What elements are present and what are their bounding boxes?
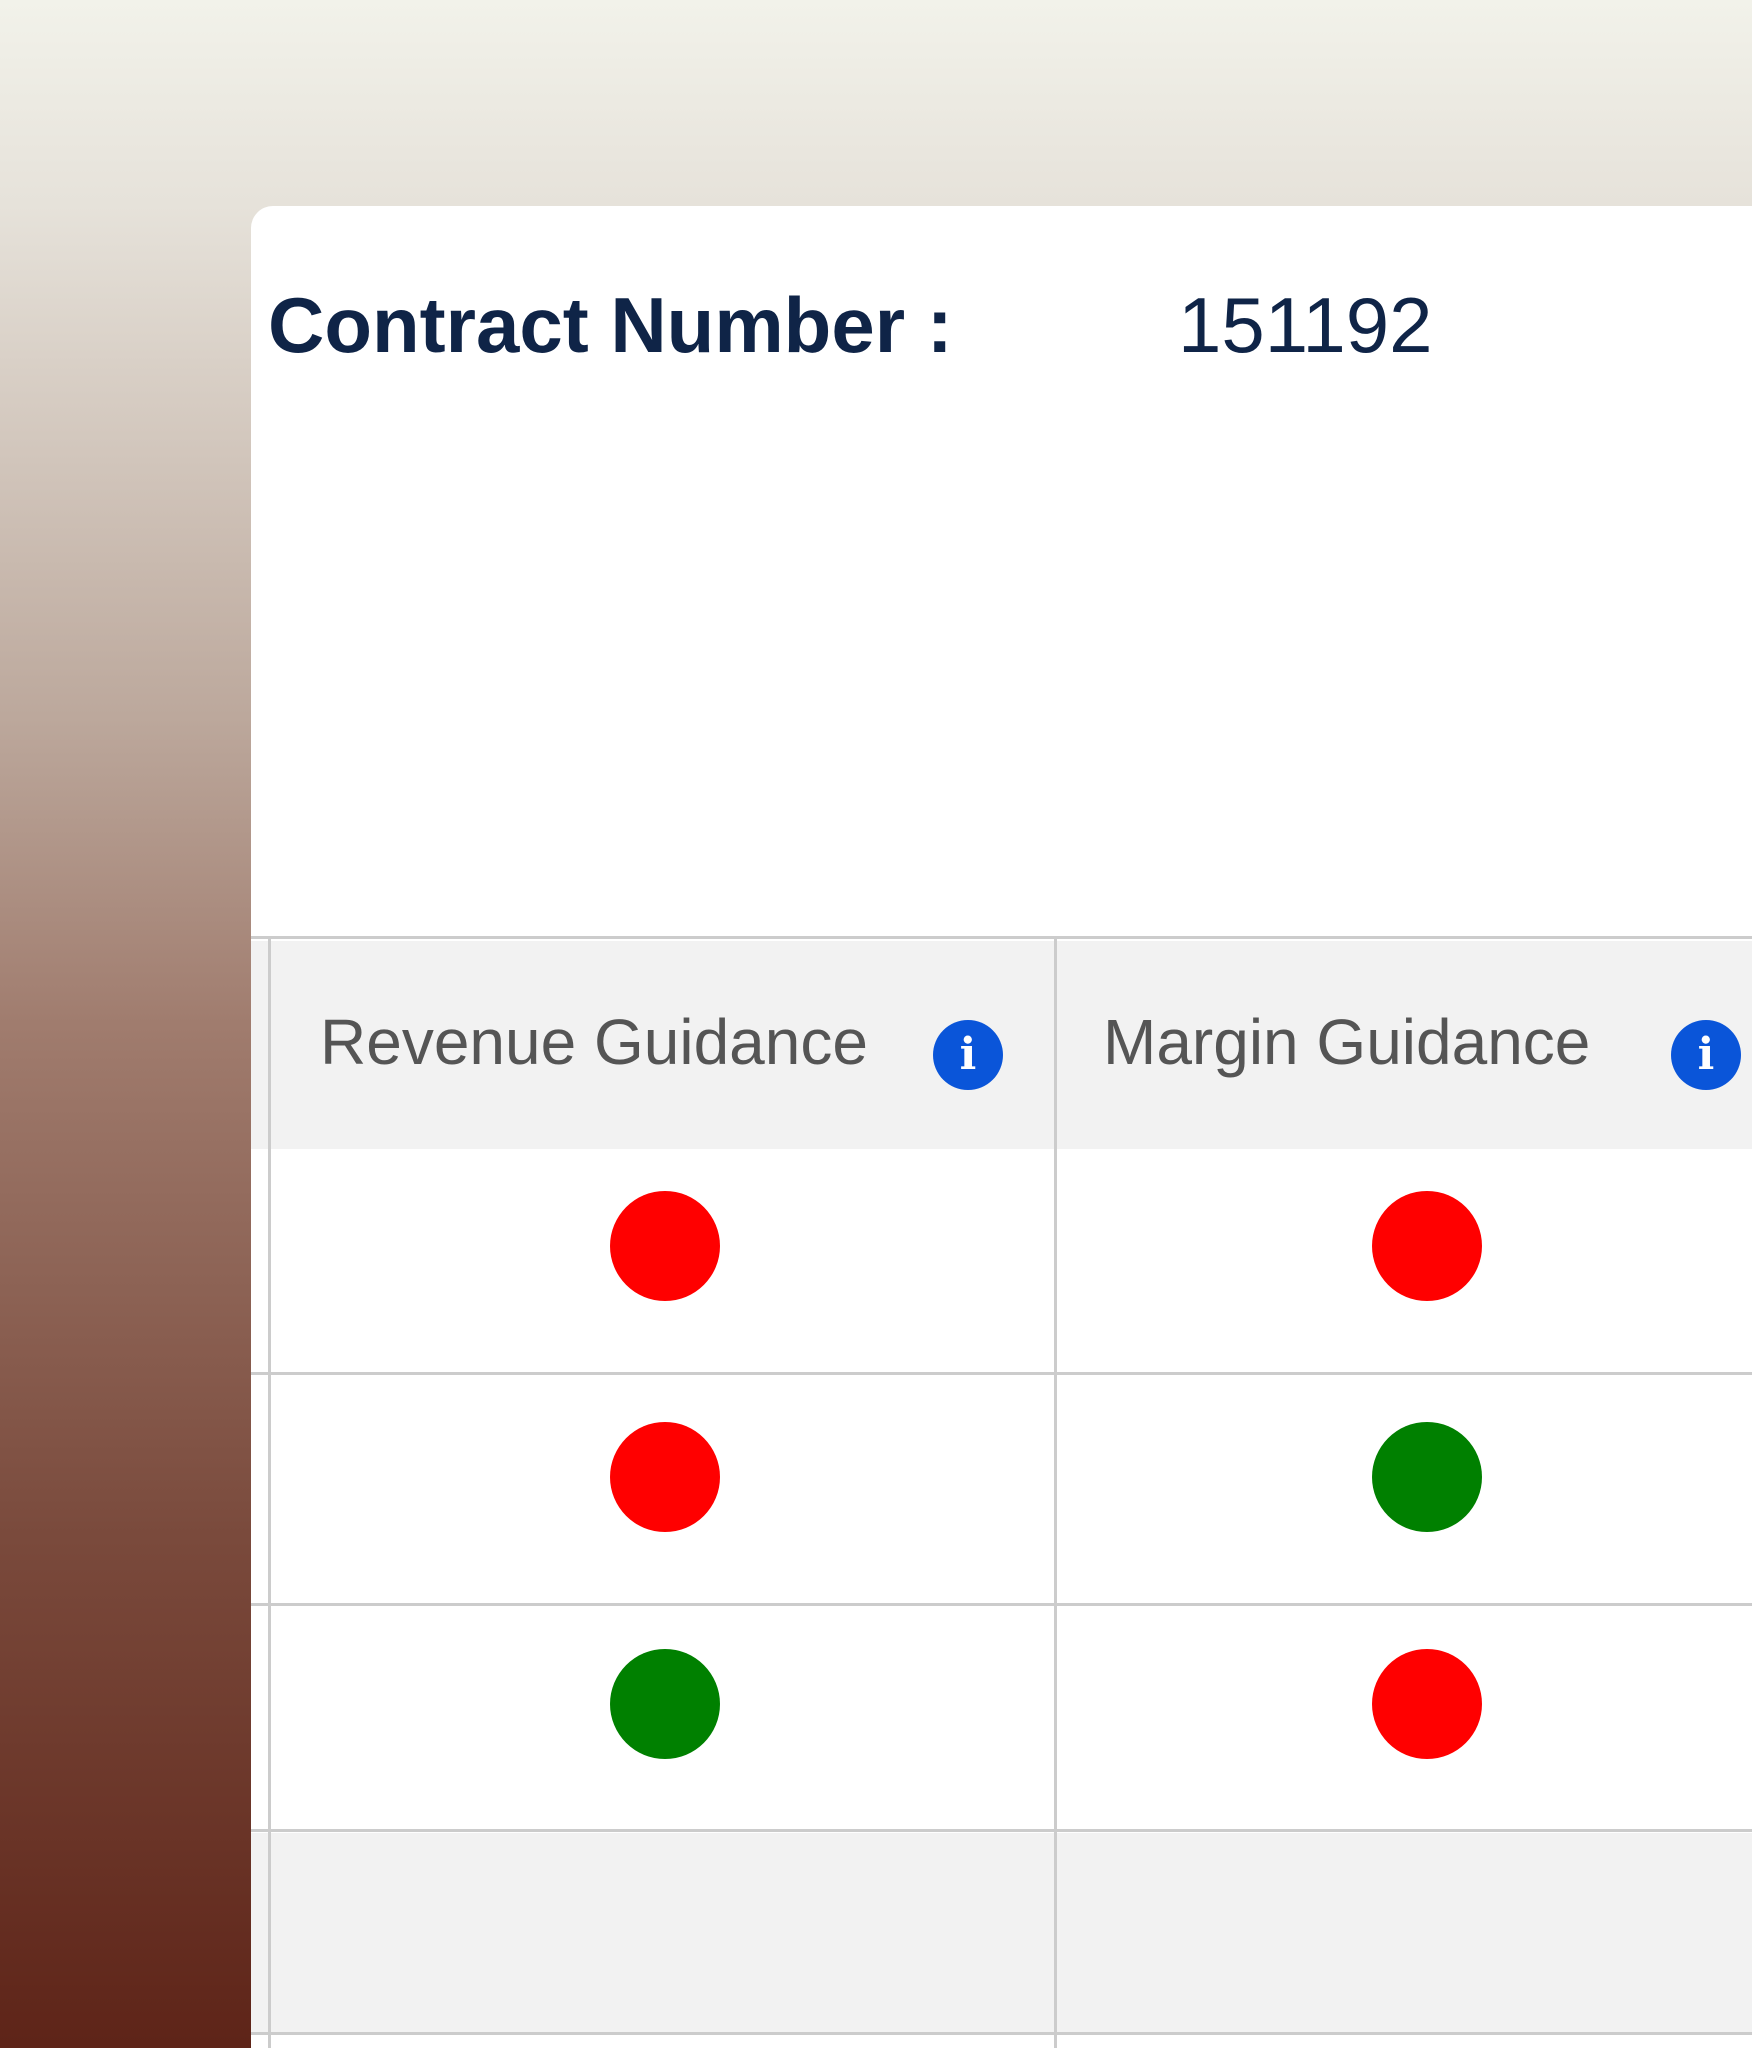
revenue-status-dot-red — [610, 1422, 720, 1532]
revenue-status-dot-green — [610, 1649, 720, 1759]
info-icon[interactable]: i — [933, 1020, 1003, 1090]
divider — [251, 2032, 1752, 2035]
divider — [251, 1603, 1752, 1606]
margin-status-dot-red — [1372, 1191, 1482, 1301]
divider — [251, 1372, 1752, 1375]
divider — [1054, 938, 1057, 2048]
table-footer-row — [251, 1833, 1752, 2032]
column-header-revenue-guidance[interactable]: Revenue Guidance — [320, 1006, 868, 1078]
margin-status-dot-red — [1372, 1649, 1482, 1759]
divider — [251, 1829, 1752, 1832]
column-header-margin-guidance[interactable]: Margin Guidance — [1103, 1006, 1591, 1078]
margin-status-dot-green — [1372, 1422, 1482, 1532]
info-icon[interactable]: i — [1671, 1020, 1741, 1090]
divider — [251, 936, 1752, 939]
contract-number-value: 151192 — [1178, 281, 1433, 369]
contract-number-label: Contract Number : — [268, 281, 953, 369]
revenue-status-dot-red — [610, 1191, 720, 1301]
divider — [268, 938, 271, 2048]
